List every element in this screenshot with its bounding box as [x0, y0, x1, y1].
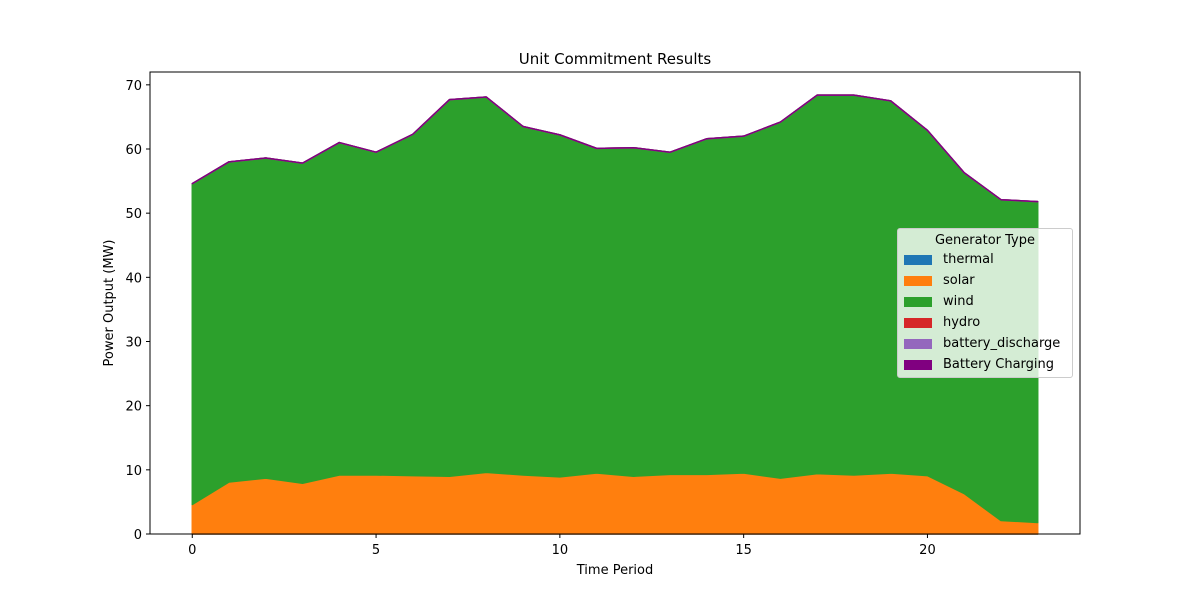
x-tick-label: 15: [735, 543, 752, 558]
legend-items: thermal solar wind hydro battery_discharge Ba…: [898, 249, 1072, 375]
legend-swatch: [904, 254, 932, 265]
chart-title: Unit Commitment Results: [519, 50, 712, 68]
y-tick-label: 30: [125, 336, 142, 351]
legend-label: hydro: [943, 315, 981, 330]
y-tick-label: 60: [125, 143, 142, 158]
legend-item: solar: [898, 270, 1072, 291]
x-tick-label: 0: [188, 543, 196, 558]
area-battery-charging: [191, 94, 1039, 203]
legend-label: thermal: [943, 252, 994, 267]
legend-item: Battery Charging: [898, 354, 1072, 375]
legend-label: wind: [943, 294, 974, 309]
legend-title: Generator Type: [934, 233, 1035, 248]
y-tick-label: 20: [125, 400, 142, 415]
x-tick-label: 20: [919, 543, 936, 558]
y-tick-label: 50: [125, 207, 142, 222]
plot-frame: [149, 71, 1081, 535]
x-axis-label: Time Period: [576, 563, 653, 578]
legend-item: hydro: [898, 312, 1072, 333]
x-tick-label: 10: [552, 543, 569, 558]
y-tick-label: 0: [134, 528, 142, 543]
legend-item: wind: [898, 291, 1072, 312]
legend: Generator Type thermal solar wind hydro batt…: [897, 228, 1073, 378]
legend-label: battery_discharge: [943, 336, 1061, 351]
y-tick-label: 10: [125, 464, 142, 479]
legend-swatch: [904, 338, 932, 349]
axes: 0 5 10 15 20 0 10 20 30 40 50 60 70: [125, 71, 1081, 558]
legend-item: battery_discharge: [898, 333, 1072, 354]
legend-swatch: [904, 296, 932, 307]
x-tick-label: 5: [372, 543, 380, 558]
y-tick-label: 70: [125, 79, 142, 94]
y-axis-label: Power Output (MW): [102, 240, 117, 367]
y-tick-label: 40: [125, 271, 142, 286]
legend-swatch: [904, 359, 932, 370]
legend-swatch: [904, 317, 932, 328]
legend-swatch: [904, 275, 932, 286]
legend-label: solar: [943, 273, 975, 288]
legend-item: thermal: [898, 249, 1072, 270]
legend-label: Battery Charging: [943, 357, 1055, 372]
area-solar: [191, 471, 1039, 535]
